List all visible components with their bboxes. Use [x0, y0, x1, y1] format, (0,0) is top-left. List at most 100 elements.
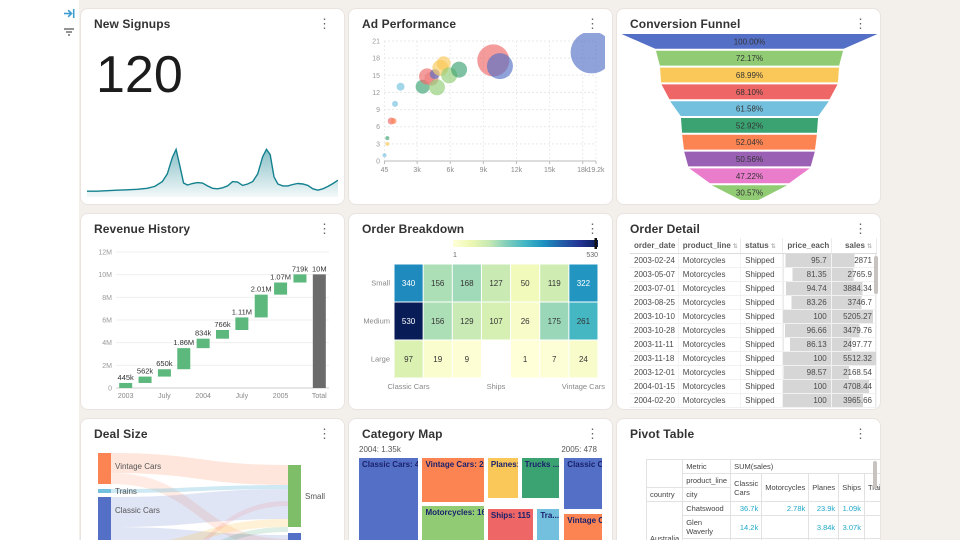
svg-text:19.2k: 19.2k — [587, 167, 605, 174]
svg-text:9: 9 — [465, 355, 470, 364]
panel-menu-icon[interactable]: ⋮ — [318, 426, 331, 441]
funnel-segment — [654, 49, 845, 67]
treemap-cell[interactable]: Planes: ... — [486, 457, 519, 499]
sankey-node — [98, 489, 111, 493]
sankey-node — [98, 453, 111, 484]
funnel-segment — [682, 150, 817, 168]
panel-menu-icon[interactable]: ⋮ — [854, 221, 867, 236]
svg-text:9k: 9k — [480, 167, 488, 174]
svg-text:Vintage Cars: Vintage Cars — [562, 382, 605, 391]
table-row[interactable]: 2003-10-28 Motorcycles Shipped 96.66 3479.76 — [630, 323, 878, 338]
column-header-price_each[interactable]: price_each⇅ — [782, 238, 832, 254]
bubble — [570, 33, 605, 74]
svg-text:Vintage Cars: Vintage Cars — [115, 462, 161, 471]
panel-title: New Signups — [94, 17, 171, 31]
pivot-col-header[interactable]: Classic Cars — [730, 473, 763, 502]
treemap-cell[interactable]: Vintage C... — [563, 513, 603, 540]
svg-text:61.58%: 61.58% — [736, 105, 763, 114]
svg-text:47.22%: 47.22% — [736, 172, 763, 181]
heatmap-cell — [481, 302, 511, 340]
table-scrollbar[interactable] — [874, 256, 878, 294]
svg-text:2003: 2003 — [118, 393, 134, 400]
panel-menu-icon[interactable]: ⋮ — [318, 221, 331, 236]
heatmap-cell — [394, 264, 423, 302]
column-header-sales[interactable]: sales ⇅ — [831, 238, 878, 254]
svg-text:15: 15 — [372, 73, 380, 80]
panel-title: Ad Performance — [362, 17, 457, 31]
svg-text:7: 7 — [552, 355, 557, 364]
svg-text:68.10%: 68.10% — [736, 88, 763, 97]
svg-text:72.17%: 72.17% — [736, 54, 763, 63]
svg-text:650k: 650k — [156, 359, 173, 368]
bubble — [392, 100, 399, 107]
heatmap-cell — [394, 302, 423, 340]
pivot-col-header[interactable]: Motorcycles — [761, 473, 810, 502]
table-row[interactable]: 2003-10-10 Motorcycles Shipped 100 5205.27 — [630, 309, 878, 324]
expand-filter-bar-icon[interactable] — [63, 8, 75, 19]
svg-text:168: 168 — [460, 279, 474, 288]
pivot-row: Australia Chatswood 36.7k 2.78k 23.9k 1.09k — [645, 501, 880, 540]
table-row[interactable]: 2004-01-15 Motorcycles Shipped 100 4708.44 — [630, 379, 878, 394]
svg-text:129: 129 — [460, 317, 474, 326]
pivot-scrollbar[interactable] — [873, 461, 877, 489]
svg-text:0: 0 — [376, 159, 380, 166]
svg-text:July: July — [236, 393, 249, 400]
treemap-cell[interactable]: Ships: 115 — [486, 508, 535, 540]
svg-text:15k: 15k — [544, 167, 556, 174]
treemap-cell[interactable]: Vintage Cars: 264 — [421, 457, 485, 503]
panel-title: Conversion Funnel — [630, 17, 741, 31]
sankey-link — [202, 501, 288, 540]
table-row[interactable]: 2003-12-01 Motorcycles Shipped 98.57 2168.54 — [630, 365, 878, 380]
svg-text:8M: 8M — [102, 295, 112, 302]
table-row[interactable]: 2004-02-20 Motorcycles Shipped 100 3965.66 — [630, 393, 878, 408]
funnel-chart: 100.00% 72.17% 68.99% 68.10% 61.58% 52.92% 52.… — [617, 33, 880, 204]
waterfall-chart: 0 2M 4M 6M 8M 10M 12M 445k 562k 650k 1.86M 834k 766k… — [81, 238, 344, 409]
svg-text:July: July — [158, 393, 171, 400]
table-row[interactable]: 2003-08-25 Motorcycles Shipped 83.26 3746.7 — [630, 295, 878, 310]
table-row[interactable]: 2003-07-01 Motorcycles Shipped 94.74 3884.34 — [630, 281, 878, 296]
panel-title: Order Detail — [630, 222, 700, 236]
svg-text:127: 127 — [489, 279, 503, 288]
treemap-cell[interactable]: Tra... — [536, 508, 561, 540]
heatmap-cell — [452, 302, 481, 340]
svg-text:175: 175 — [548, 317, 562, 326]
svg-text:3: 3 — [376, 141, 380, 148]
svg-text:Small: Small — [371, 279, 390, 288]
panel-menu-icon[interactable]: ⋮ — [854, 16, 867, 31]
svg-text:Classic Cars: Classic Cars — [115, 506, 160, 515]
panel-pivot-table: Pivot Table ⋮ Metric SUM(sales) product_li… — [616, 418, 881, 540]
filter-icon[interactable] — [63, 27, 75, 38]
panel-title: Category Map — [362, 427, 443, 441]
panel-menu-icon[interactable]: ⋮ — [586, 426, 599, 441]
svg-text:52.92%: 52.92% — [736, 121, 763, 130]
table-row[interactable]: 2003-05-07 Motorcycles Shipped 81.35 2765.9 — [630, 267, 878, 282]
pivot-row: Melbourne50.7k53.8k39.9k — [647, 538, 880, 540]
funnel-segment — [619, 33, 880, 50]
panel-menu-icon[interactable]: ⋮ — [586, 16, 599, 31]
pivot-row: Glen Waverly 14.2k 3.84k 3.07k — [647, 515, 880, 539]
bubble — [451, 61, 468, 78]
treemap-cell[interactable]: Classic Cars: 442 — [358, 457, 420, 540]
treemap-cell[interactable]: Trucks ... — [520, 457, 561, 499]
panel-category-map: Category Map ⋮ 2004: 1.35k 2005: 478 Class… — [348, 418, 613, 540]
treemap-cell[interactable]: Motorcycles: 164 — [421, 504, 485, 540]
panel-menu-icon[interactable]: ⋮ — [586, 221, 599, 236]
table-row[interactable]: 2003-11-11 Motorcycles Shipped 86.13 2497.77 — [630, 337, 878, 352]
svg-text:1.07M: 1.07M — [270, 273, 291, 282]
heatmap-cell — [511, 302, 540, 340]
table-row[interactable]: 2003-11-18 Motorcycles Shipped 100 5512.32 — [630, 351, 878, 366]
waterfall-bar — [119, 382, 133, 388]
table-row[interactable]: 2003-02-24 Motorcycles Shipped 95.7 2871 — [630, 253, 878, 268]
treemap-cell[interactable]: Classic C... — [563, 457, 603, 510]
svg-text:52.04%: 52.04% — [736, 138, 763, 147]
pivot-col-header[interactable]: Planes — [808, 473, 840, 502]
svg-text:97: 97 — [404, 355, 413, 364]
panel-menu-icon[interactable]: ⋮ — [854, 426, 867, 441]
column-header-order_date[interactable]: order_date⇅ — [630, 238, 679, 254]
pivot-col-header[interactable]: Ships — [838, 473, 865, 502]
waterfall-bar — [196, 338, 210, 349]
column-header-product_line[interactable]: product_line ⇅ — [678, 238, 742, 254]
panel-menu-icon[interactable]: ⋮ — [318, 16, 331, 31]
waterfall-bar — [216, 330, 229, 339]
column-header-status[interactable]: status ⇅ — [740, 238, 784, 254]
